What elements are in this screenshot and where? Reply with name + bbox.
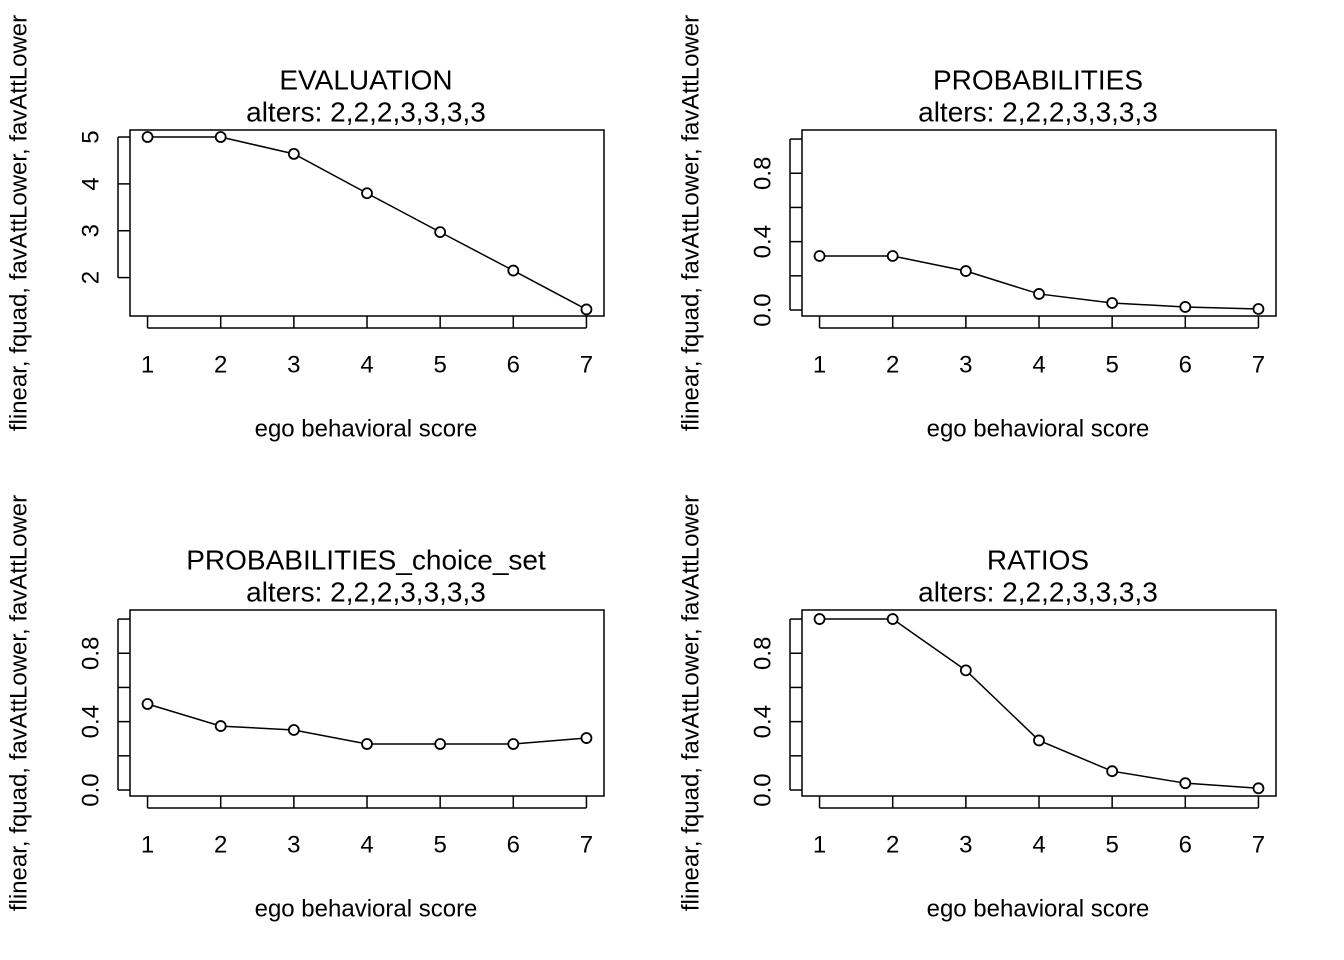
y-tick-label: 0.8 [77,637,104,670]
chart-subtitle: alters: 2,2,2,3,3,3,3 [918,96,1158,127]
series-line [147,703,587,745]
data-point [1033,734,1045,747]
data-point [214,720,227,732]
data-point [813,613,826,625]
x-tick-label: 7 [1252,351,1265,378]
data-point [813,250,826,262]
data-point [1252,303,1265,315]
data-point [361,738,373,750]
plot-box [801,609,1277,797]
y-tick-label: 0.8 [749,637,776,670]
data-point [1033,288,1045,300]
x-tick-label: 3 [959,351,972,378]
y-tick-label: 2 [77,271,104,284]
data-point [507,738,520,750]
x-axis-label: ego behavioral score [255,415,478,442]
x-tick-label: 5 [433,831,446,858]
x-tick-label: 6 [1179,831,1192,858]
data-point [1106,765,1119,778]
x-tick-label: 1 [141,831,154,858]
y-tick-label: 0.0 [749,293,776,326]
y-tick-label: 0.4 [749,705,776,738]
chart-title: PROBABILITIES [933,64,1143,95]
plot-box [129,129,605,317]
x-tick-label: 4 [360,831,373,858]
data-point [141,131,154,143]
data-point [434,226,447,239]
x-tick-label: 2 [214,831,227,858]
data-point [361,187,373,200]
data-point [580,303,593,316]
chart-title: RATIOS [987,544,1089,575]
data-point [1179,301,1192,313]
series-line [147,136,587,311]
chart-subtitle: alters: 2,2,2,3,3,3,3 [918,576,1158,607]
x-tick-label: 6 [1179,351,1192,378]
data-point [434,738,447,750]
data-point [214,131,227,143]
y-tick-label: 0.0 [749,773,776,806]
chart-title: EVALUATION [279,64,452,95]
chart-subtitle: alters: 2,2,2,3,3,3,3 [246,576,486,607]
series-line [819,618,1259,790]
x-tick-label: 5 [1105,351,1118,378]
data-point [580,732,593,744]
data-point [287,147,300,160]
x-tick-label: 5 [433,351,446,378]
x-tick-label: 4 [1032,351,1045,378]
y-tick-label: 4 [77,177,104,190]
x-tick-label: 5 [1105,831,1118,858]
x-tick-label: 2 [214,351,227,378]
x-tick-label: 4 [1032,831,1045,858]
y-tick-label: 0.4 [749,225,776,258]
data-point [507,264,520,277]
data-point [886,613,899,625]
chart-subtitle: alters: 2,2,2,3,3,3,3 [246,96,486,127]
data-point [287,724,300,736]
x-axis-label: ego behavioral score [927,895,1150,922]
x-axis-label: ego behavioral score [927,415,1150,442]
data-point [959,265,972,277]
x-axis-label: ego behavioral score [255,895,478,922]
y-tick-label: 3 [77,224,104,237]
x-tick-label: 3 [959,831,972,858]
data-point [1106,297,1119,309]
y-axis-label: flinear, fquad, favAttLower, favAttLower [5,15,32,431]
y-axis-label: flinear, fquad, favAttLower, favAttLower [677,15,704,431]
plot-box [129,609,605,797]
x-tick-label: 4 [360,351,373,378]
y-tick-label: 0.4 [77,705,104,738]
x-tick-label: 2 [886,351,899,378]
x-tick-label: 6 [507,831,520,858]
y-tick-label: 0.8 [749,157,776,190]
y-axis-label: flinear, fquad, favAttLower, favAttLower [5,495,32,911]
y-tick-label: 0.0 [77,773,104,806]
x-tick-label: 7 [1252,831,1265,858]
x-tick-label: 3 [287,351,300,378]
chart-title: PROBABILITIES_choice_set [186,544,546,575]
data-point [1252,782,1265,795]
x-tick-label: 1 [813,831,826,858]
x-tick-label: 7 [580,831,593,858]
data-point [959,664,972,677]
x-tick-label: 1 [141,351,154,378]
series-line [819,255,1259,310]
x-tick-label: 2 [886,831,899,858]
data-point [1179,777,1192,790]
y-axis-label: flinear, fquad, favAttLower, favAttLower [677,495,704,911]
data-point [141,698,154,710]
y-tick-label: 5 [77,130,104,143]
x-tick-label: 7 [580,351,593,378]
x-tick-label: 1 [813,351,826,378]
data-point [886,250,899,262]
x-tick-label: 6 [507,351,520,378]
x-tick-label: 3 [287,831,300,858]
